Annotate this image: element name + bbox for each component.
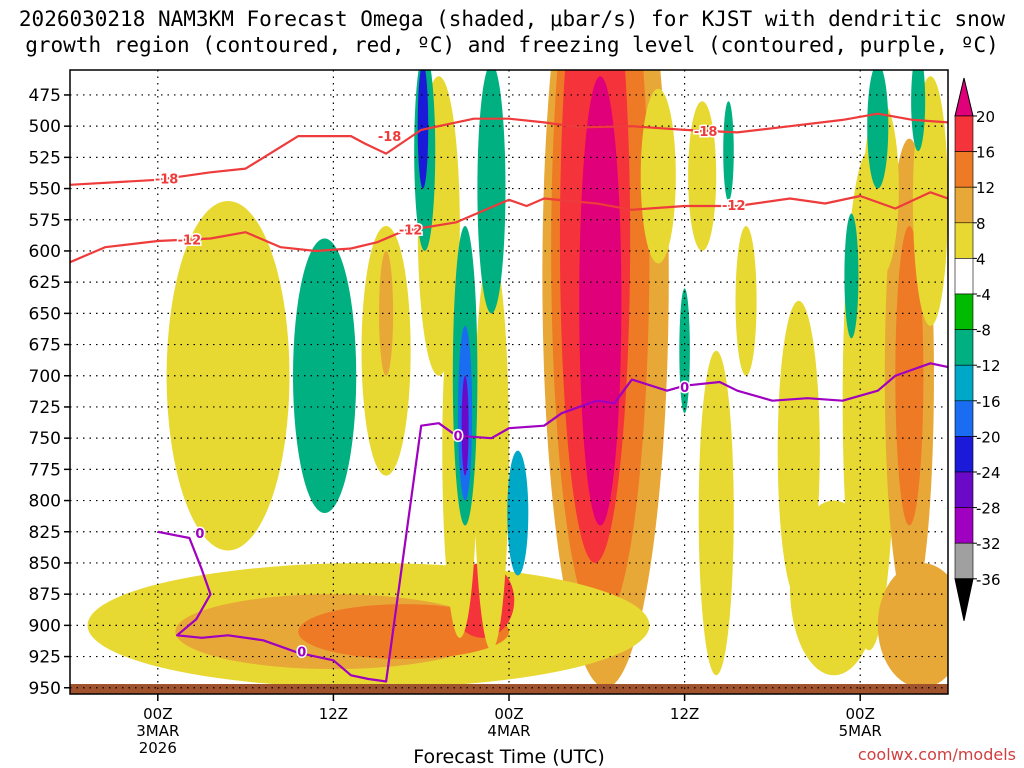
omega-region-lift-column (379, 250, 394, 376)
colorbar-bottom-triangle (954, 578, 974, 621)
colorbar-swatch (954, 258, 974, 295)
y-tick-label: 750 (29, 429, 61, 449)
x-tick-label: 12Z (319, 705, 348, 723)
omega-shading: -18 -18 -18 -12 -12 -12 0 0 0 0 (70, 70, 948, 694)
colorbar-label: -4 (976, 286, 991, 304)
y-tick-label: 675 (29, 336, 61, 356)
omega-region-sinking-column (461, 375, 469, 476)
x-tick-label: 3MAR (136, 722, 179, 740)
y-tick-label: 650 (29, 304, 61, 324)
omega-region-lift-column (877, 562, 948, 688)
y-tick-label: 500 (29, 117, 61, 137)
x-tick-label: 2026 (139, 739, 177, 757)
y-tick-label: 475 (29, 86, 61, 106)
y-tick-label: 550 (29, 180, 61, 200)
omega-region-lift-column (166, 201, 290, 551)
colorbar-swatch (954, 329, 974, 366)
contour-label: 0 (454, 430, 463, 445)
colorbar-swatch (954, 222, 974, 259)
contour-line (157, 362, 948, 683)
omega-region-sinking-column (507, 450, 529, 576)
terrain-strip (70, 684, 948, 694)
x-tick-label: 4MAR (487, 722, 530, 740)
omega-region-lift-column (698, 350, 734, 676)
y-tick-label: 800 (29, 492, 61, 512)
x-tick-label: 00Z (494, 705, 523, 723)
y-tick-label: 950 (29, 679, 61, 699)
omega-region-lift-column (735, 226, 757, 376)
colorbar-label: -8 (976, 322, 991, 340)
y-tick-label: 700 (29, 367, 61, 387)
contour-label: -12 (399, 224, 423, 239)
colorbar-swatch (954, 293, 974, 330)
x-tick-label: 00Z (143, 705, 172, 723)
colorbar-swatch (954, 542, 974, 580)
omega-region-lift-column (640, 88, 676, 264)
contour-label: -12 (178, 234, 202, 249)
y-tick-label: 825 (29, 523, 61, 543)
contour-label: 0 (195, 527, 204, 542)
colorbar-label: -20 (976, 428, 1001, 446)
colorbar-label: 4 (976, 250, 986, 268)
colorbar-label: 8 (976, 215, 986, 233)
omega-region-sinking-column (477, 70, 506, 314)
colorbar-label: -16 (976, 393, 1001, 411)
x-tick-label: 5MAR (839, 722, 882, 740)
contour-label: 0 (297, 646, 306, 661)
colorbar-label: -36 (976, 571, 1001, 589)
chart-title-line-1: 2026030218 NAM3KM Forecast Omega (shaded… (18, 7, 1006, 31)
colorbar-label: 12 (976, 179, 995, 197)
colorbar-swatch (954, 364, 974, 402)
contour-label: -18 (155, 173, 179, 188)
colorbar-label: -28 (976, 500, 1001, 518)
colorbar-label: -12 (976, 357, 1001, 375)
contour-line (70, 112, 948, 186)
chart-title-line-2: growth region (contoured, red, ºC) and f… (25, 33, 999, 57)
omega-region-lift-column (789, 500, 878, 676)
omega-region-upward-core (579, 76, 622, 526)
omega-region-sinking-column (911, 70, 926, 152)
y-tick-label: 625 (29, 273, 61, 293)
y-tick-label: 775 (29, 460, 61, 480)
colorbar-swatch (954, 400, 974, 437)
colorbar-label: -32 (976, 535, 1001, 553)
y-tick-label: 875 (29, 585, 61, 605)
contour-label: -18 (694, 125, 718, 140)
contour-label: -18 (378, 130, 402, 145)
y-tick-label: 925 (29, 648, 61, 668)
contour-label: -12 (722, 199, 746, 214)
y-tick-label: 725 (29, 398, 61, 418)
colorbar-swatch (954, 151, 974, 188)
omega-region-sinking-column (867, 70, 889, 189)
omega-region-lift-column (473, 250, 509, 651)
colorbar-swatch (954, 436, 974, 473)
colorbar-label: -24 (976, 464, 1001, 482)
colorbar-label: 16 (976, 144, 995, 162)
colorbar-label: 20 (976, 108, 995, 126)
watermark-text: coolwx.com/models (858, 745, 1016, 764)
colorbar-swatch (954, 115, 974, 152)
colorbar-top-triangle (954, 77, 974, 117)
omega-region-sinking-column (723, 101, 734, 202)
y-tick-label: 575 (29, 211, 61, 231)
y-tick-label: 525 (29, 148, 61, 168)
y-tick-label: 600 (29, 242, 61, 262)
x-axis-label: Forecast Time (UTC) (413, 746, 604, 768)
y-tick-label: 900 (29, 616, 61, 636)
colorbar-swatch (954, 507, 974, 544)
omega-region-sinking-column (417, 70, 429, 189)
y-tick-label: 850 (29, 554, 61, 574)
colorbar-swatch (954, 186, 974, 224)
x-tick-label: 12Z (670, 705, 699, 723)
omega-region-sinking-column (844, 213, 859, 339)
x-tick-label: 00Z (846, 705, 875, 723)
colorbar-swatch (954, 471, 974, 508)
omega-region-lift-column (688, 101, 717, 251)
contour-label: 0 (680, 381, 689, 396)
contour-line (70, 191, 948, 264)
